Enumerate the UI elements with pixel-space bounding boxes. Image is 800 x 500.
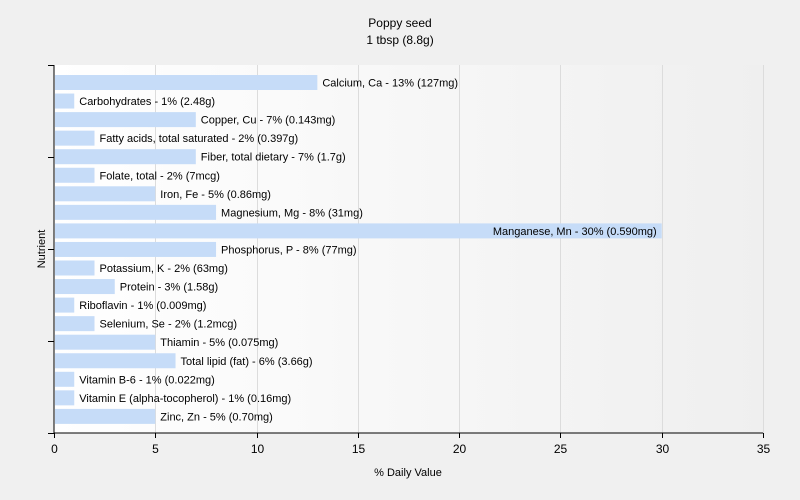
bar <box>55 279 115 295</box>
bar-data-label: Vitamin E (alpha-tocopherol) - 1% (0.16m… <box>79 393 291 405</box>
x-tick-label: 5 <box>152 442 159 456</box>
bar <box>55 408 156 424</box>
bar <box>55 223 662 239</box>
bar <box>55 112 196 128</box>
x-tick-label: 20 <box>453 442 467 456</box>
x-tick-label: 15 <box>352 442 366 456</box>
bar <box>55 334 156 350</box>
bar <box>55 75 318 90</box>
bar-data-label: Fatty acids, total saturated - 2% (0.397… <box>100 133 299 145</box>
bar-data-label: Potassium, K - 2% (63mg) <box>100 263 228 275</box>
bar-data-label: Iron, Fe - 5% (0.86mg) <box>160 189 271 201</box>
bar-data-label: Magnesium, Mg - 8% (31mg) <box>221 207 363 219</box>
bar-data-label: Phosphorus, P - 8% (77mg) <box>221 244 357 256</box>
bar <box>55 353 176 369</box>
bar-data-label: Selenium, Se - 2% (1.2mcg) <box>100 319 238 331</box>
bar-data-label: Manganese, Mn - 30% (0.590mg) <box>493 226 657 238</box>
bar-data-label: Riboflavin - 1% (0.009mg) <box>79 300 206 312</box>
bar <box>55 390 75 406</box>
bar <box>55 297 75 313</box>
x-tick-label: 25 <box>554 442 568 456</box>
bar <box>55 371 75 387</box>
bar <box>55 204 217 220</box>
bar <box>55 167 95 183</box>
bar-data-label: Carbohydrates - 1% (2.48g) <box>79 96 215 108</box>
bar <box>55 130 95 146</box>
bar-data-label: Thiamin - 5% (0.075mg) <box>160 337 278 349</box>
bar-data-label: Vitamin B-6 - 1% (0.022mg) <box>79 374 215 386</box>
bar <box>55 186 156 202</box>
x-tick-label: 10 <box>251 442 265 456</box>
bar <box>55 241 217 257</box>
bar <box>55 316 95 332</box>
axes: 0 5 10 15 20 25 30 35 <box>48 65 770 456</box>
bar-data-label: Copper, Cu - 7% (0.143mg) <box>201 115 336 127</box>
x-tick-label: 0 <box>51 442 58 456</box>
y-axis-title: Nutrient <box>36 230 48 269</box>
x-tick-label: 30 <box>656 442 670 456</box>
bars: Calcium, Ca - 13% (127mg) Carbohydrates -… <box>55 75 662 424</box>
bar-data-label: Calcium, Ca - 13% (127mg) <box>322 78 458 90</box>
x-axis-title: % Daily Value <box>374 467 442 479</box>
bar-data-label: Folate, total - 2% (7mcg) <box>100 170 220 182</box>
bar <box>55 93 75 109</box>
bar-data-label: Zinc, Zn - 5% (0.70mg) <box>160 411 272 423</box>
bar-data-label: Protein - 3% (1.58g) <box>120 282 218 294</box>
x-tick-label: 35 <box>757 442 771 456</box>
chart-subtitle: 1 tbsp (8.8g) <box>366 33 433 47</box>
bar <box>55 149 196 165</box>
chart-title: Poppy seed <box>368 16 431 30</box>
bar-data-label: Fiber, total dietary - 7% (1.7g) <box>201 152 346 164</box>
bar <box>55 260 95 276</box>
bar-data-label: Total lipid (fat) - 6% (3.66g) <box>181 356 313 368</box>
